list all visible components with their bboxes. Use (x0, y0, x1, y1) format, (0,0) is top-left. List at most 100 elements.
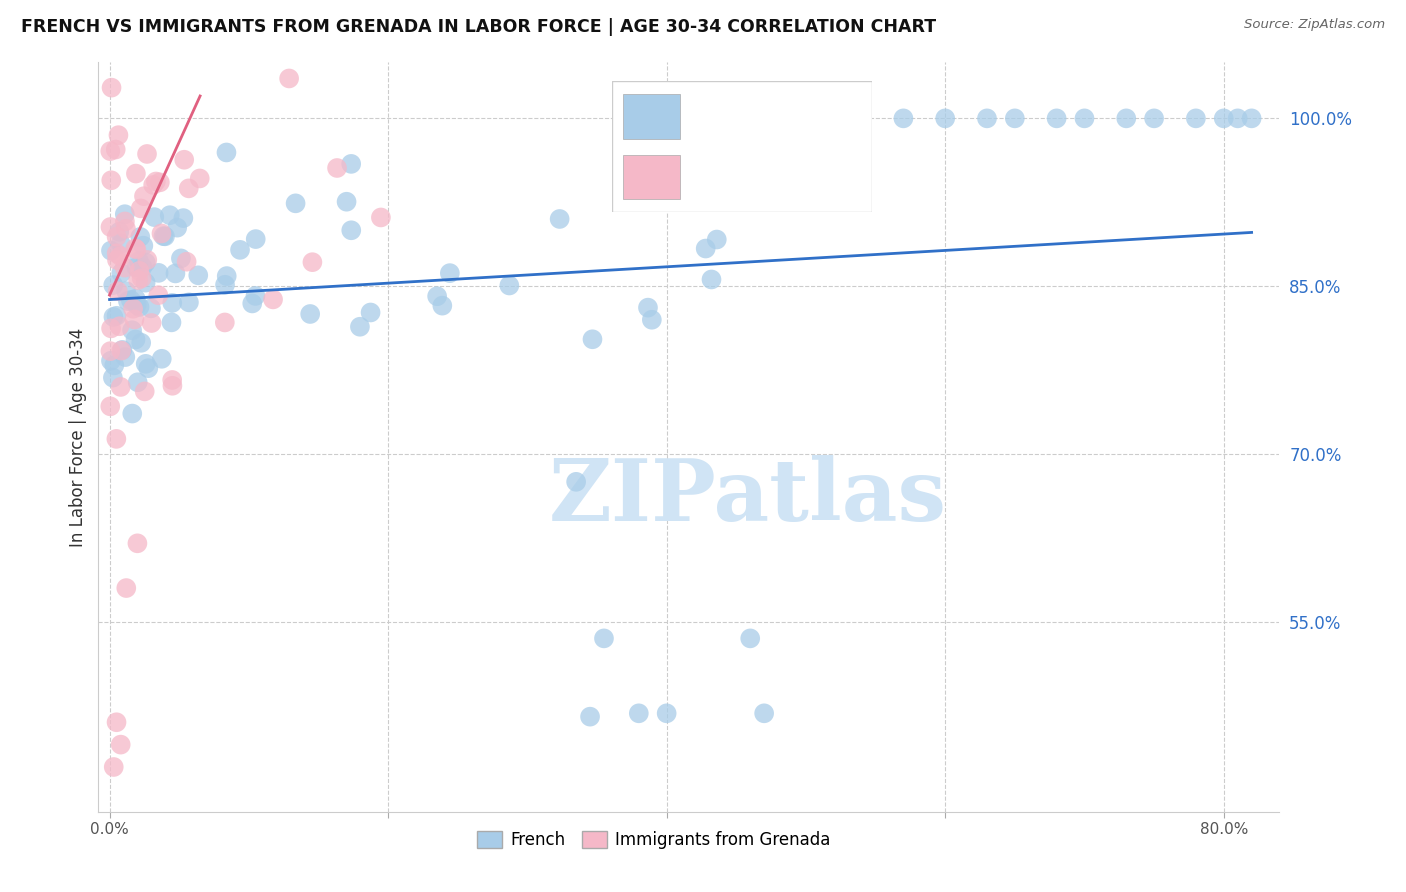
Point (1212, 112, 1234, 126)
Point (114, 207, 136, 221)
Point (284, 196, 307, 211)
Point (326, 161, 349, 175)
Point (153, 229, 176, 244)
Point (110, 266, 132, 280)
Point (100, 321, 122, 335)
Point (148, 288, 170, 302)
Point (108, 225, 131, 239)
Point (1046, 112, 1069, 126)
Point (103, 310, 125, 324)
Point (110, 236, 132, 251)
Point (125, 243, 148, 257)
Point (641, 312, 664, 326)
Point (141, 316, 163, 330)
Point (124, 312, 146, 326)
Point (177, 295, 200, 310)
Point (245, 232, 267, 246)
Point (170, 252, 193, 266)
Point (934, 112, 956, 126)
Point (132, 189, 155, 203)
Point (98, 400, 121, 414)
Point (177, 181, 200, 195)
Point (128, 264, 150, 278)
Point (128, 254, 150, 268)
Point (160, 373, 183, 387)
Y-axis label: In Labor Force | Age 30-34: In Labor Force | Age 30-34 (69, 327, 87, 547)
Point (349, 319, 371, 334)
Point (579, 709, 602, 723)
Point (240, 296, 263, 310)
Point (262, 293, 284, 307)
Point (131, 271, 153, 285)
Point (581, 332, 603, 346)
Point (129, 202, 152, 216)
Point (893, 112, 915, 126)
Point (159, 208, 181, 222)
Point (110, 343, 132, 358)
Point (129, 335, 152, 350)
Point (976, 112, 998, 126)
Point (103, 359, 125, 373)
Point (593, 632, 616, 646)
Point (105, 309, 128, 323)
Point (1240, 112, 1263, 126)
Point (426, 289, 449, 303)
Point (150, 227, 173, 241)
Point (695, 242, 717, 256)
Point (160, 296, 183, 310)
Point (139, 301, 162, 316)
Point (1004, 112, 1026, 126)
Point (740, 632, 762, 646)
Point (110, 249, 132, 263)
Point (122, 301, 145, 316)
Point (125, 260, 148, 275)
Point (127, 376, 149, 390)
Point (124, 241, 146, 255)
Point (1226, 112, 1249, 126)
Point (100, 244, 122, 258)
Point (565, 475, 588, 489)
Point (107, 284, 129, 298)
Point (98, 144, 121, 158)
Point (172, 211, 194, 226)
Point (125, 292, 148, 306)
Point (149, 175, 172, 189)
Point (125, 167, 148, 181)
Point (100, 353, 122, 368)
Point (124, 333, 146, 347)
Point (132, 238, 155, 252)
Point (706, 233, 728, 247)
Point (439, 266, 461, 280)
Point (134, 384, 156, 399)
Point (637, 301, 659, 315)
Point (107, 128, 129, 143)
Point (114, 350, 136, 364)
Text: ZIPatlas: ZIPatlas (548, 455, 948, 539)
Point (145, 174, 167, 188)
Point (100, 173, 122, 187)
Point (188, 171, 211, 186)
Point (215, 145, 238, 160)
Point (278, 71, 301, 86)
Point (104, 143, 127, 157)
Point (229, 243, 252, 257)
Point (121, 407, 143, 421)
Point (125, 298, 148, 312)
Point (105, 252, 128, 267)
Point (752, 706, 775, 721)
Point (127, 273, 149, 287)
Point (245, 289, 267, 303)
Point (115, 222, 138, 236)
Point (100, 80, 122, 95)
Point (214, 315, 236, 329)
Text: FRENCH VS IMMIGRANTS FROM GRENADA IN LABOR FORCE | AGE 30-34 CORRELATION CHART: FRENCH VS IMMIGRANTS FROM GRENADA IN LAB… (21, 18, 936, 36)
Point (103, 278, 125, 293)
Point (110, 738, 132, 752)
Point (100, 344, 122, 359)
Point (432, 299, 454, 313)
Point (215, 269, 238, 284)
Point (498, 278, 520, 293)
Point (115, 581, 138, 595)
Point (111, 343, 134, 357)
Point (135, 357, 157, 371)
